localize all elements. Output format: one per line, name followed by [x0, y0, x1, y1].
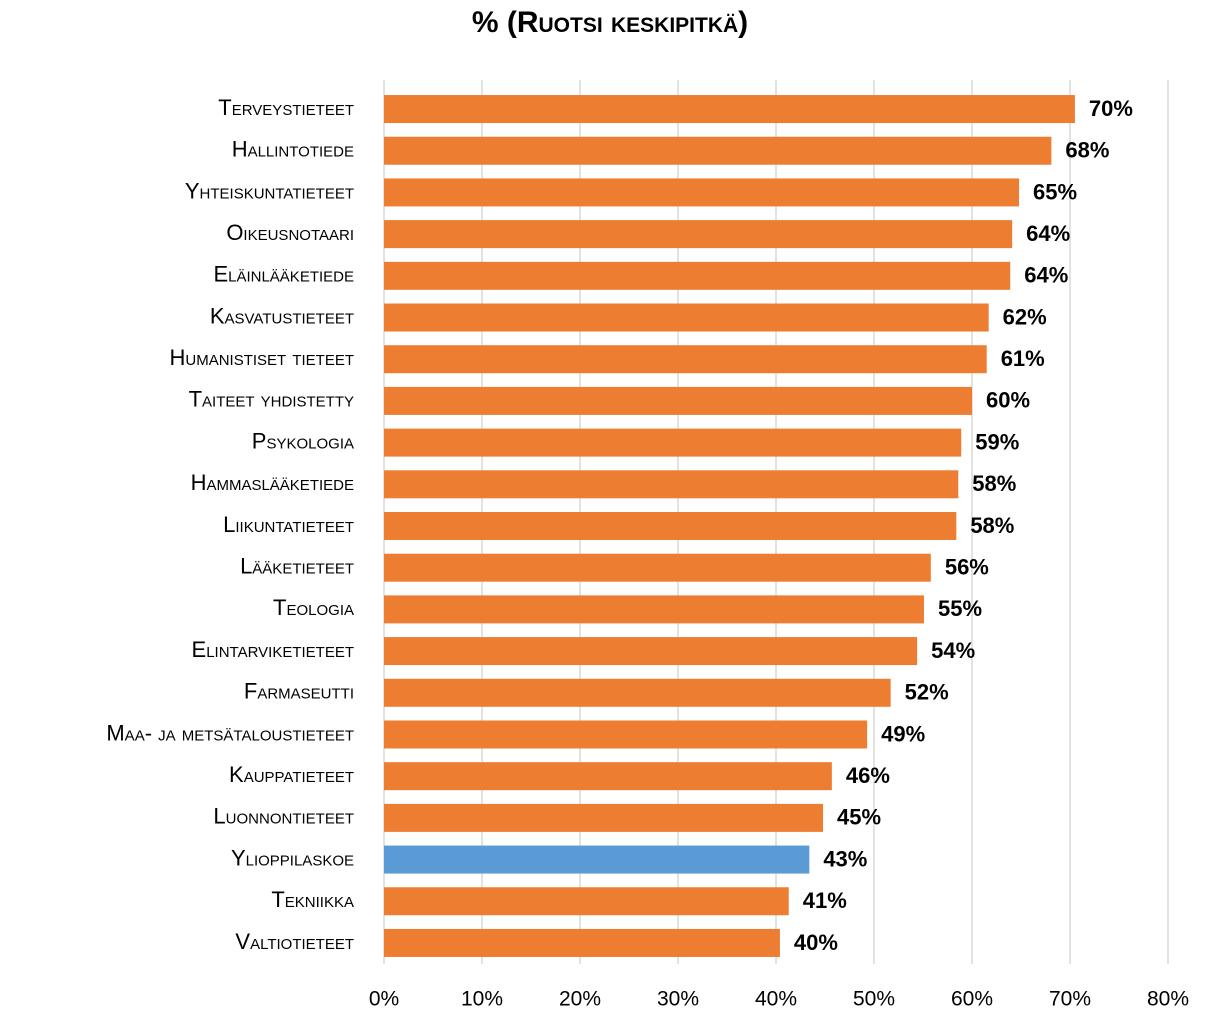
value-label: 58%: [970, 513, 1014, 538]
y-tick-label: Maa- ja metsätaloustieteet: [106, 720, 354, 745]
value-label: 52%: [905, 680, 949, 705]
x-tick-label: 0%: [369, 988, 399, 1009]
x-tick-label: 10%: [461, 988, 503, 1009]
bar: [384, 386, 972, 415]
y-tick-label: Psykologia: [252, 428, 354, 453]
bar: [384, 95, 1075, 124]
bar: [384, 178, 1020, 207]
bar: [384, 678, 891, 707]
x-tick-label: 40%: [755, 988, 797, 1009]
y-tick-label: Humanistiset tieteet: [169, 345, 354, 370]
value-label: 58%: [972, 471, 1016, 496]
value-label: 43%: [823, 846, 867, 871]
y-tick-label: Yhteiskuntatieteet: [185, 178, 354, 203]
value-label: 56%: [945, 555, 989, 580]
value-label: 49%: [881, 721, 925, 746]
x-tick-label: 50%: [853, 988, 895, 1009]
y-tick-label: Terveystieteet: [218, 95, 354, 120]
value-label: 65%: [1033, 179, 1077, 204]
x-tick-label: 60%: [951, 988, 993, 1009]
y-tick-label: Hammaslääketiede: [191, 470, 354, 495]
y-tick-label: Tekniikka: [271, 887, 354, 912]
x-tick-label: 20%: [559, 988, 601, 1009]
y-tick-label: Farmaseutti: [244, 679, 354, 704]
x-tick-label: 80%: [1147, 988, 1189, 1009]
y-tick-label: Taiteet yhdistetty: [189, 387, 354, 412]
bar: [384, 428, 962, 457]
bar: [384, 762, 832, 791]
value-label: 64%: [1024, 263, 1068, 288]
bar: [384, 845, 810, 874]
y-tick-label: Hallintotiede: [232, 137, 354, 162]
bar: [384, 261, 1011, 290]
bar: [384, 887, 789, 916]
y-tick-label: Lääketieteet: [240, 554, 354, 579]
value-label: 41%: [803, 888, 847, 913]
y-tick-label: Oikeusnotaari: [226, 220, 354, 245]
value-label: 62%: [1003, 304, 1047, 329]
value-label: 40%: [794, 930, 838, 955]
value-label: 55%: [938, 596, 982, 621]
bar: [384, 553, 931, 582]
value-label: 61%: [1001, 346, 1045, 371]
value-label: 54%: [931, 638, 975, 663]
y-tick-label: Kasvatustieteet: [210, 303, 354, 328]
value-label: 60%: [986, 388, 1030, 413]
bar: [384, 637, 918, 666]
bar: [384, 512, 957, 540]
bar: [384, 345, 987, 374]
y-tick-label: Eläinlääketiede: [213, 262, 354, 287]
y-tick-label: Luonnontieteet: [213, 804, 354, 829]
y-tick-label: Kauppatieteet: [229, 762, 354, 787]
x-tick-label: 30%: [657, 988, 699, 1009]
bar: [384, 720, 868, 749]
bar: [384, 470, 959, 499]
value-label: 70%: [1089, 96, 1133, 121]
chart-title: % (Ruotsi keskipitkä): [472, 6, 748, 39]
y-tick-label: Ylioppilaskoe: [231, 845, 354, 870]
value-label: 46%: [846, 763, 890, 788]
y-tick-label: Elintarviketieteet: [192, 637, 354, 662]
bar: [384, 928, 780, 957]
value-label: 68%: [1065, 138, 1109, 163]
y-tick-label: Teologia: [273, 595, 354, 620]
y-tick-label: Valtiotieteet: [235, 929, 354, 954]
y-tick-label: Liikuntatieteet: [223, 512, 354, 537]
value-label: 45%: [837, 805, 881, 830]
bar: [384, 220, 1013, 249]
bar: [384, 803, 824, 832]
bar: [384, 595, 924, 624]
value-label: 64%: [1026, 221, 1070, 246]
bar: [384, 303, 989, 332]
value-label: 59%: [975, 429, 1019, 454]
x-tick-label: 70%: [1049, 988, 1091, 1009]
bar: [384, 136, 1052, 165]
